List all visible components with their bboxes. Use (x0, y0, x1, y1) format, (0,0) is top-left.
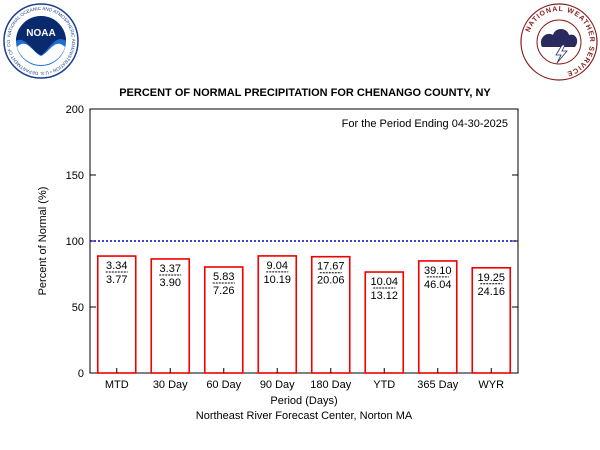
x-axis-label: Period (Days) (270, 395, 337, 407)
normal-precip-label: 24.16 (477, 286, 505, 298)
period-annotation: For the Period Ending 04-30-2025 (342, 118, 508, 130)
footer-credit: Northeast River Forecast Center, Norton … (196, 410, 413, 422)
y-tick-label: 150 (66, 170, 84, 182)
y-tick-label: 200 (66, 104, 84, 116)
observed-precip-label: 3.37 (160, 263, 181, 275)
normal-precip-label: 46.04 (424, 279, 452, 291)
observed-precip-label: 10.04 (370, 276, 398, 288)
noaa-logo-text: NOAA (26, 28, 55, 39)
x-axis: MTD 30 Day 60 Day 90 Day 180 Day YTD 365 Day WY… (105, 368, 504, 391)
normal-precip-label: 3.90 (160, 277, 181, 289)
observed-precip-label: 9.04 (267, 260, 288, 272)
chart-title: PERCENT OF NORMAL PRECIPITATION FOR CHEN… (119, 87, 491, 99)
x-tick-label: 180 Day (310, 379, 351, 391)
observed-precip-label: 17.67 (317, 261, 345, 273)
x-tick-label: 90 Day (260, 379, 295, 391)
x-tick-label: 60 Day (206, 379, 241, 391)
bar-series: 3.34 3.77 3.37 3.90 5.83 7.26 9.04 10.19 17.67 20… (96, 255, 512, 374)
x-tick-label: MTD (105, 379, 129, 391)
x-tick-label: 365 Day (417, 379, 458, 391)
x-tick-label: 30 Day (153, 379, 188, 391)
y-axis-label: Percent of Normal (%) (37, 187, 49, 296)
bar-365-day (417, 260, 458, 374)
normal-precip-label: 7.26 (213, 285, 234, 297)
noaa-logo: NATIONAL OCEANIC AND ATMOSPHERIC ADMINIS… (3, 3, 79, 79)
normal-precip-label: 13.12 (370, 290, 398, 302)
observed-precip-label: 5.83 (213, 271, 234, 283)
y-tick-label: 100 (66, 236, 84, 248)
normal-precip-label: 3.77 (106, 274, 127, 286)
y-axis: 0 50 100 150 200 (66, 104, 518, 380)
y-tick-label: 50 (72, 302, 84, 314)
observed-precip-label: 39.10 (424, 265, 452, 277)
normal-precip-label: 20.06 (317, 275, 345, 287)
x-tick-label: YTD (373, 379, 395, 391)
x-tick-label: WYR (478, 379, 504, 391)
observed-precip-label: 3.34 (106, 260, 127, 272)
observed-precip-label: 19.25 (477, 272, 505, 284)
normal-precip-label: 10.19 (263, 274, 291, 286)
y-tick-label: 0 (78, 368, 84, 380)
nws-logo: NATIONAL WEATHER SERVICE (520, 3, 598, 81)
